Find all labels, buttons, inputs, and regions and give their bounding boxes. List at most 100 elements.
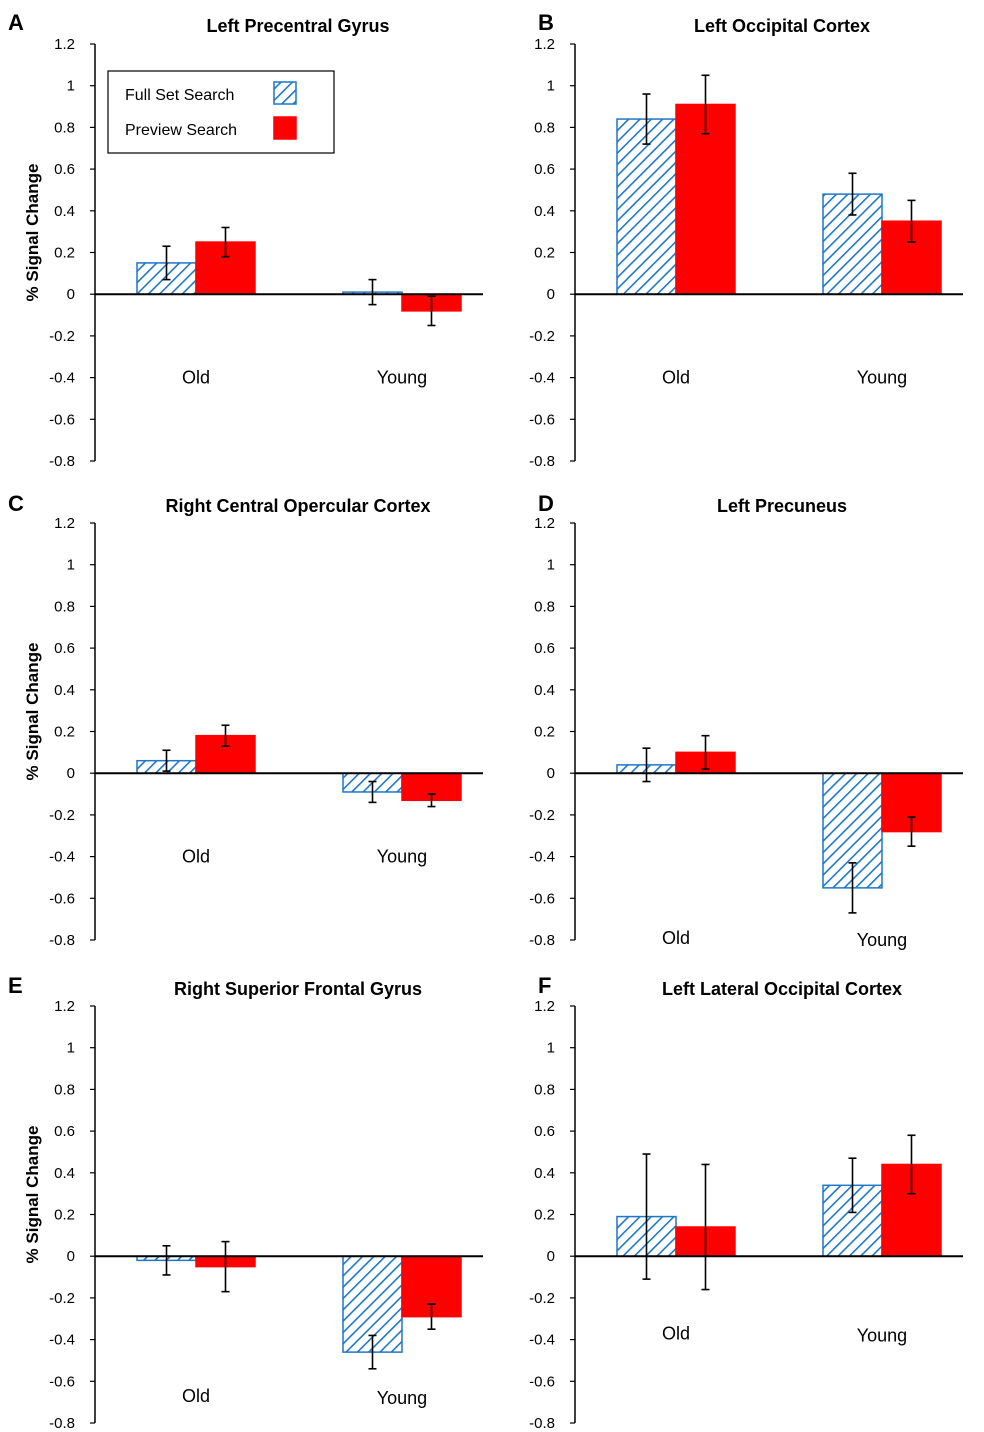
panel-letter: D	[538, 491, 554, 516]
legend: Full Set Search Preview Search	[107, 70, 335, 154]
category-label: Old	[662, 928, 690, 948]
y-tick-label: -0.4	[49, 849, 75, 866]
category-label: Old	[182, 847, 210, 867]
y-tick-label: 0.8	[54, 1081, 75, 1098]
y-tick-label: 1.2	[54, 515, 75, 532]
y-tick-label: 0.2	[534, 1207, 555, 1224]
panel-letter: A	[8, 10, 24, 35]
panel-title: Right Central Opercular Cortex	[165, 496, 430, 516]
y-tick-label: -0.6	[529, 411, 555, 428]
y-tick-label: 0.8	[534, 598, 555, 615]
y-tick-label: 0.8	[54, 598, 75, 615]
category-label: Young	[377, 368, 427, 388]
category-label: Young	[857, 1325, 907, 1345]
panel-title: Left Precentral Gyrus	[206, 16, 389, 36]
legend-label: Preview Search	[125, 122, 237, 139]
y-tick-label: -0.8	[49, 932, 75, 949]
y-tick-label: -0.6	[529, 890, 555, 907]
y-tick-label: -0.2	[49, 807, 75, 824]
y-tick-label: -0.8	[529, 453, 555, 470]
panel-title: Right Superior Frontal Gyrus	[174, 979, 422, 999]
y-tick-label: 1.2	[54, 36, 75, 53]
y-tick-label: 0.4	[534, 682, 555, 699]
panel-letter: B	[538, 10, 554, 35]
category-label: Old	[662, 368, 690, 388]
y-tick-label: -0.2	[529, 1290, 555, 1307]
y-tick-label: 0.2	[534, 724, 555, 741]
panel-title: Left Occipital Cortex	[694, 16, 870, 36]
category-label: Young	[857, 368, 907, 388]
legend-swatch	[273, 81, 297, 105]
y-axis-label: % Signal Change	[23, 164, 42, 302]
y-tick-label: 0.8	[54, 119, 75, 136]
y-tick-label: -0.8	[49, 453, 75, 470]
y-tick-label: 0	[547, 286, 555, 303]
y-tick-label: -0.2	[529, 807, 555, 824]
y-tick-label: -0.2	[49, 1290, 75, 1307]
y-tick-label: 0	[67, 1248, 75, 1265]
panel-letter: F	[538, 973, 551, 998]
y-tick-label: 0	[547, 1248, 555, 1265]
y-tick-label: 1.2	[534, 998, 555, 1015]
y-tick-label: -0.4	[529, 370, 555, 387]
y-tick-label: 0.4	[534, 203, 555, 220]
y-tick-label: 0.6	[54, 640, 75, 657]
panel-f: F Left Lateral Occipital Cortex 1.2 1 0.8 0.6…	[529, 973, 963, 1432]
category-label: Old	[662, 1323, 690, 1343]
y-tick-label: -0.6	[529, 1373, 555, 1390]
category-label: Young	[377, 847, 427, 867]
panel-c: C Right Central Opercular Cortex % Signal …	[8, 491, 483, 949]
y-tick-label: 1	[67, 1040, 75, 1057]
y-axis-label: % Signal Change	[23, 1126, 42, 1264]
y-tick-label: 0	[67, 765, 75, 782]
y-tick-label: 0.6	[534, 1123, 555, 1140]
y-tick-label: 0.8	[534, 1081, 555, 1098]
panel-a: A Left Precentral Gyrus % Signal Change 1.2…	[8, 10, 483, 470]
y-tick-label: 0	[67, 286, 75, 303]
category-label: Young	[857, 930, 907, 950]
bar-full-set-old	[616, 118, 677, 295]
y-tick-label: 0.4	[54, 1165, 75, 1182]
y-tick-label: 0.2	[534, 245, 555, 262]
y-tick-label: 1	[547, 557, 555, 574]
y-tick-label: 0.4	[534, 1165, 555, 1182]
y-tick-label: -0.6	[49, 411, 75, 428]
y-tick-label: 1.2	[534, 36, 555, 53]
legend-label: Full Set Search	[125, 87, 234, 104]
y-tick-label: 0.6	[54, 161, 75, 178]
y-tick-label: -0.8	[529, 1415, 555, 1432]
y-tick-label: -0.6	[49, 1373, 75, 1390]
category-label: Old	[182, 368, 210, 388]
y-tick-label: -0.6	[49, 890, 75, 907]
y-tick-label: 0.8	[534, 119, 555, 136]
y-tick-label: 0.6	[54, 1123, 75, 1140]
y-tick-label: -0.2	[529, 328, 555, 345]
panel-d: D Left Precuneus 1.2 1 0.8 0.6 0.4 0.2 0 -0.2 -0.4…	[529, 491, 963, 950]
panel-e: E Right Superior Frontal Gyrus % Signal Ch…	[8, 973, 483, 1432]
y-tick-label: -0.2	[49, 328, 75, 345]
y-tick-label: 0.2	[54, 1207, 75, 1224]
y-tick-label: 1.2	[534, 515, 555, 532]
y-tick-label: 0	[547, 765, 555, 782]
y-axis-label: % Signal Change	[23, 643, 42, 781]
y-tick-label: -0.8	[49, 1415, 75, 1432]
panel-title: Left Precuneus	[717, 496, 847, 516]
y-tick-label: 1	[67, 557, 75, 574]
y-tick-label: 0.6	[534, 161, 555, 178]
y-tick-label: 0.4	[54, 203, 75, 220]
y-tick-label: -0.4	[529, 849, 555, 866]
y-tick-label: -0.4	[49, 1332, 75, 1349]
panel-title: Left Lateral Occipital Cortex	[662, 979, 902, 999]
y-tick-label: -0.4	[49, 370, 75, 387]
y-tick-label: -0.8	[529, 932, 555, 949]
y-tick-label: 1	[547, 78, 555, 95]
y-tick-label: 0.6	[534, 640, 555, 657]
y-tick-label: 1.2	[54, 998, 75, 1015]
y-tick-label: 0.4	[54, 682, 75, 699]
y-tick-label: 1	[67, 78, 75, 95]
panel-b: B Left Occipital Cortex 1.2 1 0.8 0.6 0.4 0.2 0 -…	[529, 10, 963, 470]
y-tick-label: 0.2	[54, 245, 75, 262]
panel-letter: C	[8, 491, 24, 516]
panel-letter: E	[8, 973, 23, 998]
